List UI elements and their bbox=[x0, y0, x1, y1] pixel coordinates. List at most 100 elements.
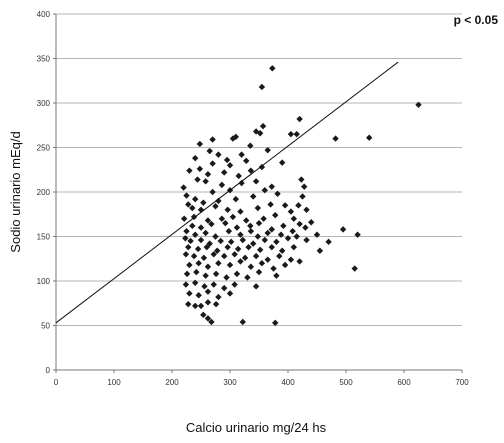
data-point bbox=[197, 302, 205, 310]
points-layer bbox=[180, 65, 422, 327]
data-point bbox=[192, 231, 199, 238]
data-point bbox=[186, 167, 193, 174]
data-point bbox=[273, 238, 280, 246]
data-point bbox=[270, 265, 277, 272]
data-point bbox=[272, 211, 279, 219]
data-point bbox=[290, 215, 297, 222]
data-point bbox=[301, 183, 308, 190]
data-point bbox=[195, 260, 202, 267]
data-point bbox=[279, 159, 286, 166]
data-point bbox=[185, 201, 192, 208]
data-point bbox=[237, 258, 244, 265]
data-point bbox=[185, 300, 192, 308]
data-point bbox=[226, 261, 234, 269]
data-point bbox=[243, 157, 250, 165]
data-point bbox=[247, 263, 255, 270]
data-point bbox=[232, 195, 239, 203]
x-tick-label: 700 bbox=[455, 378, 469, 387]
data-point bbox=[183, 270, 191, 278]
data-point bbox=[235, 172, 242, 180]
data-point bbox=[287, 130, 295, 138]
y-axis-title: Sodio urinario mEq/d bbox=[8, 131, 23, 252]
data-point bbox=[197, 236, 205, 244]
data-point bbox=[212, 233, 219, 240]
data-point bbox=[194, 176, 201, 183]
data-point bbox=[354, 231, 361, 238]
p-value-annotation: p < 0.05 bbox=[454, 13, 499, 27]
data-point bbox=[221, 169, 228, 176]
y-tick-label: 350 bbox=[37, 55, 51, 64]
y-tick-label: 0 bbox=[46, 366, 51, 375]
x-tick-label: 400 bbox=[281, 378, 295, 387]
data-point bbox=[339, 226, 347, 233]
data-point bbox=[200, 311, 207, 319]
x-tick-label: 500 bbox=[339, 378, 353, 387]
data-point bbox=[204, 171, 212, 178]
data-point bbox=[261, 187, 268, 194]
data-point bbox=[224, 243, 231, 251]
data-point bbox=[210, 281, 217, 288]
data-point bbox=[190, 252, 198, 260]
data-point bbox=[284, 235, 292, 242]
data-point bbox=[225, 227, 233, 235]
data-point bbox=[332, 135, 339, 142]
x-axis-title: Calcio urinario mg/24 hs bbox=[186, 420, 327, 435]
data-point bbox=[247, 167, 255, 174]
data-point bbox=[313, 231, 321, 238]
data-point bbox=[290, 243, 297, 251]
data-point bbox=[256, 130, 264, 137]
data-point bbox=[279, 247, 286, 254]
data-point bbox=[289, 227, 296, 235]
data-point bbox=[247, 142, 254, 149]
y-tick-label: 50 bbox=[41, 322, 50, 331]
data-point bbox=[229, 135, 237, 142]
x-tick-label: 300 bbox=[223, 378, 237, 387]
data-point bbox=[210, 251, 217, 258]
data-point bbox=[272, 319, 279, 327]
data-point bbox=[264, 146, 271, 154]
data-point bbox=[238, 179, 245, 187]
data-point bbox=[209, 136, 216, 143]
y-tick-label: 150 bbox=[37, 233, 51, 242]
data-point bbox=[212, 203, 219, 210]
data-point bbox=[247, 227, 255, 235]
data-point bbox=[276, 252, 283, 260]
data-point bbox=[268, 243, 275, 251]
data-point bbox=[287, 256, 295, 263]
data-point bbox=[415, 101, 422, 108]
data-point bbox=[206, 240, 213, 247]
data-point bbox=[244, 274, 251, 281]
data-point bbox=[280, 222, 287, 230]
data-point bbox=[273, 272, 280, 279]
data-point bbox=[189, 204, 196, 212]
data-point bbox=[193, 268, 200, 276]
data-point bbox=[186, 290, 193, 297]
data-point bbox=[233, 270, 241, 278]
data-point bbox=[183, 192, 190, 199]
data-point bbox=[259, 122, 267, 130]
data-point bbox=[196, 165, 204, 173]
data-point bbox=[261, 236, 268, 244]
data-point bbox=[204, 263, 212, 270]
data-point bbox=[215, 260, 222, 267]
data-point bbox=[258, 83, 266, 91]
data-point bbox=[316, 247, 324, 254]
data-point bbox=[293, 130, 300, 138]
data-point bbox=[209, 188, 216, 196]
x-tick-label: 0 bbox=[54, 378, 59, 387]
grid-layer bbox=[56, 13, 462, 326]
data-point bbox=[185, 243, 192, 251]
data-point bbox=[222, 219, 229, 227]
data-point bbox=[180, 184, 187, 191]
data-point bbox=[281, 261, 289, 269]
data-point bbox=[250, 193, 257, 200]
data-point bbox=[182, 251, 190, 258]
data-point bbox=[224, 206, 231, 213]
data-point bbox=[234, 245, 242, 253]
data-point bbox=[192, 279, 199, 286]
data-point bbox=[195, 292, 202, 299]
data-point bbox=[299, 193, 306, 200]
data-point bbox=[202, 272, 209, 279]
